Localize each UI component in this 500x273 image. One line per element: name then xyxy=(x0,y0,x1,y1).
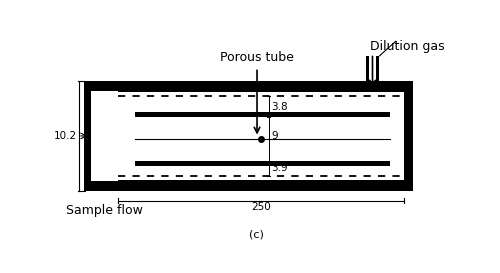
Text: (c): (c) xyxy=(249,229,264,239)
Text: 3.8: 3.8 xyxy=(271,102,287,112)
Bar xyxy=(118,180,404,191)
Bar xyxy=(89,181,128,191)
Text: Porous tube: Porous tube xyxy=(220,51,294,64)
Text: Dilution gas: Dilution gas xyxy=(370,40,444,54)
Bar xyxy=(84,81,91,191)
Bar xyxy=(91,91,118,181)
Bar xyxy=(110,81,118,191)
Bar xyxy=(89,81,128,91)
Text: 3.9: 3.9 xyxy=(271,163,287,173)
Bar xyxy=(136,161,390,166)
Text: 10.2: 10.2 xyxy=(54,131,76,141)
Bar xyxy=(376,56,380,81)
Bar xyxy=(404,81,413,191)
Bar xyxy=(136,112,390,117)
Bar xyxy=(118,81,404,92)
Text: 250: 250 xyxy=(251,202,271,212)
Bar xyxy=(366,56,368,81)
Text: Sample flow: Sample flow xyxy=(66,204,144,218)
Text: 9: 9 xyxy=(271,131,278,141)
